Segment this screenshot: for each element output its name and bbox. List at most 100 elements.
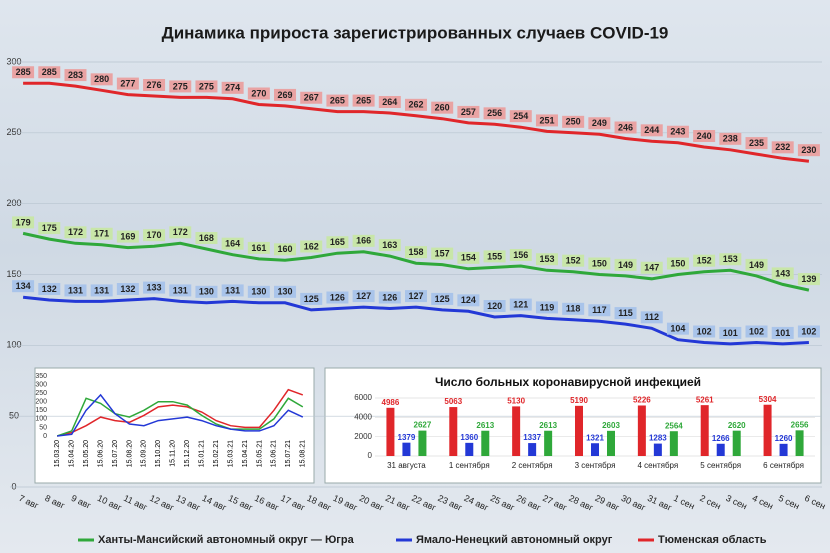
data-label-box <box>562 254 585 267</box>
data-label-box <box>64 69 87 82</box>
data-label-box <box>666 257 689 270</box>
data-label: 164 <box>225 239 240 249</box>
data-label: 153 <box>723 254 738 264</box>
data-label: 150 <box>670 258 685 268</box>
data-label: 104 <box>670 324 685 334</box>
data-label: 172 <box>173 227 188 237</box>
data-label-box <box>300 292 323 305</box>
data-label: 5226 <box>633 396 651 405</box>
data-label-box <box>221 284 244 297</box>
x-tick-label: 18 авг <box>305 493 333 513</box>
data-label-box <box>483 300 506 312</box>
data-label-box <box>588 117 611 130</box>
data-label: 102 <box>801 326 816 336</box>
data-label: 162 <box>304 241 319 251</box>
data-label-box <box>640 311 663 324</box>
data-label: 269 <box>278 90 293 100</box>
data-label: 240 <box>697 131 712 141</box>
data-label-box <box>247 241 270 254</box>
data-label-box <box>326 94 349 107</box>
y-tick-label: 2000 <box>354 432 372 441</box>
data-label-box <box>797 273 820 286</box>
x-tick-label: 15.03.20 <box>54 440 61 467</box>
y-tick-label: 4000 <box>354 412 372 421</box>
x-tick-label: 17 авг <box>279 493 307 513</box>
x-tick-label: 25 авг <box>489 493 517 513</box>
data-label-box <box>326 236 349 249</box>
data-label: 163 <box>382 240 397 250</box>
data-label: 124 <box>461 295 476 305</box>
data-label: 256 <box>487 108 502 118</box>
x-tick-label: 26 авг <box>515 493 543 513</box>
data-label-box <box>666 322 689 335</box>
data-label: 238 <box>723 134 738 144</box>
data-label-box <box>352 290 375 303</box>
series-line <box>56 397 304 437</box>
data-label-box <box>405 246 427 259</box>
data-label-box <box>12 216 35 229</box>
data-label: 1266 <box>712 434 730 443</box>
data-label: 232 <box>775 142 790 152</box>
data-label: 126 <box>382 292 397 302</box>
data-label-box <box>274 243 297 256</box>
data-label-box <box>378 239 401 252</box>
data-label: 102 <box>697 326 712 336</box>
data-label-box <box>431 247 454 260</box>
x-tick-label: 28 авг <box>567 493 595 513</box>
y-tick-label: 50 <box>39 424 47 431</box>
data-label-box <box>693 130 716 142</box>
x-tick-label: 14 авг <box>201 493 229 513</box>
y-tick-label: 250 <box>35 390 47 397</box>
x-tick-label: 5 сен <box>777 493 801 511</box>
data-label-box <box>745 137 768 150</box>
data-label-box <box>457 294 480 307</box>
data-label: 102 <box>749 326 764 336</box>
data-label-box <box>405 98 427 111</box>
inset-frame <box>324 367 822 484</box>
data-label-box <box>169 226 192 239</box>
data-label-box <box>693 325 716 338</box>
data-label-box <box>509 249 532 261</box>
data-label: 1283 <box>649 434 667 443</box>
data-label: 2564 <box>665 421 683 430</box>
data-label-box <box>745 258 768 271</box>
y-tick-label: 6000 <box>354 393 372 402</box>
data-label-box <box>169 284 192 297</box>
bar <box>653 443 662 456</box>
x-tick-label: 2 сен <box>698 493 722 511</box>
data-label: 168 <box>199 233 214 243</box>
data-label: 139 <box>801 274 816 284</box>
data-label: 157 <box>435 248 450 258</box>
data-label-box <box>300 91 323 104</box>
data-label: 166 <box>356 236 371 246</box>
data-label: 125 <box>435 294 450 304</box>
y-tick-label: 350 <box>35 373 47 380</box>
data-label: 125 <box>304 294 319 304</box>
data-label-box <box>90 284 113 297</box>
bar <box>481 430 490 456</box>
x-tick-label: 15.04.21 <box>242 440 249 467</box>
y-tick-label: 0 <box>43 433 47 440</box>
data-label: 2603 <box>602 421 620 430</box>
data-label: 4986 <box>382 398 400 407</box>
bar <box>575 405 583 456</box>
bar <box>528 443 537 456</box>
bar <box>779 443 788 456</box>
data-label: 283 <box>68 70 83 80</box>
data-label: 131 <box>173 285 188 295</box>
data-label-box <box>588 257 611 270</box>
x-tick-label: 21 авг <box>384 493 412 513</box>
bar <box>700 405 709 456</box>
data-label-box <box>457 251 480 264</box>
bar <box>465 442 474 456</box>
data-label-box <box>90 227 113 240</box>
y-tick-label: 200 <box>6 198 21 208</box>
data-label: 172 <box>68 227 83 237</box>
bar <box>591 443 599 456</box>
data-label: 131 <box>68 285 83 295</box>
x-tick-label: 5 сентября <box>700 461 741 470</box>
data-label: 2656 <box>791 420 809 429</box>
data-label: 235 <box>749 138 764 148</box>
